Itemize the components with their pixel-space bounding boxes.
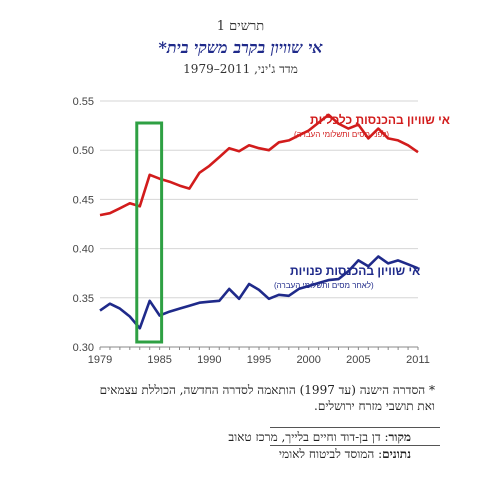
y-tick-label: 0.40 (73, 244, 94, 256)
x-tick-label: 2011 (406, 354, 430, 366)
data-source-text: : המוסד לביטוח לאומי (278, 447, 383, 461)
source-label: מקור (388, 430, 412, 444)
y-tick-label: 0.50 (73, 145, 94, 157)
highlight-box (135, 121, 164, 344)
separator-bottom (270, 445, 440, 446)
y-tick-label: 0.55 (73, 96, 94, 108)
chart-subtitle: מדד ג'יני, 2011–1979 (183, 62, 298, 76)
source-text: : דן בן-דוד וחיים בלייך, מרכז טאוב (228, 430, 389, 444)
separator-top (270, 427, 440, 428)
source-note: מקור: דן בן-דוד וחיים בלייך, מרכז טאוב (228, 430, 411, 445)
series-line-disposable-income (99, 255, 419, 330)
y-tick-label: 0.45 (73, 194, 94, 206)
series-label-economic: אי שוויון בהכנסות כלכליות (310, 113, 450, 127)
series-label-disposable: אי שוויון בהכנסות פנויות (290, 264, 420, 278)
y-tick-label: 0.30 (73, 342, 94, 354)
x-tick-label: 1985 (147, 354, 171, 366)
x-tick-label: 2005 (346, 354, 370, 366)
x-tick-label: 1995 (247, 354, 271, 366)
x-tick-label: 2000 (296, 354, 320, 366)
x-tick-label: 1990 (197, 354, 221, 366)
series-line-economic-income (99, 113, 419, 217)
data-source-note: נתונים: המוסד לביטוח לאומי (279, 447, 411, 462)
series-note-disposable: (לאחר מסים ותשלומי העברה) (274, 281, 374, 290)
footnote: * הסדרה הישנה (עד 1997) הותאמה לסדרה החד… (99, 383, 435, 413)
series-note-economic: (לפני מסים ותשלומי העברה) (294, 130, 389, 139)
x-tick-label: 1979 (88, 354, 112, 366)
y-tick-label: 0.35 (73, 293, 94, 305)
data-source-label: נתונים (382, 447, 411, 461)
chart-title: אי שוויון בקרב משקי בית* (158, 38, 323, 57)
chart-label: תרשים 1 (216, 19, 265, 34)
